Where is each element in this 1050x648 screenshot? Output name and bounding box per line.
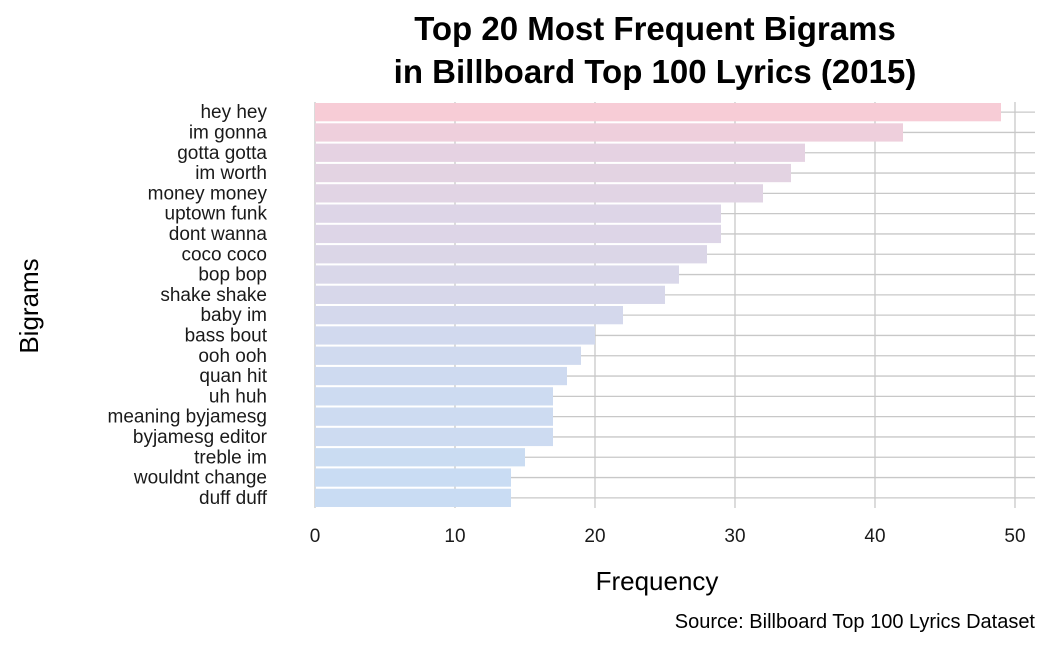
y-tick-label: hey hey [200, 102, 267, 123]
x-tick-label: 30 [724, 526, 745, 547]
chart-caption: Source: Billboard Top 100 Lyrics Dataset [675, 611, 1036, 633]
bar-bass-bout [315, 326, 595, 345]
y-tick-label: uh huh [209, 386, 267, 407]
bar-shake-shake [315, 285, 665, 304]
bar-wouldnt-change [315, 468, 511, 487]
y-tick-label: byjamesg editor [133, 427, 268, 448]
y-tick-label: coco coco [181, 244, 267, 265]
bar-money-money [315, 184, 763, 203]
bar-dont-wanna [315, 224, 721, 244]
y-tick-label: shake shake [160, 285, 267, 306]
y-tick-label: treble im [194, 447, 267, 468]
y-tick-label: duff duff [199, 488, 268, 509]
x-tick-label: 50 [1004, 526, 1025, 547]
y-tick-label: uptown funk [165, 204, 268, 225]
bar-coco-coco [315, 245, 707, 264]
y-tick-label: im worth [195, 163, 267, 184]
bar-im-gonna [315, 123, 903, 142]
x-tick-label: 10 [444, 526, 465, 547]
grid-lines [314, 102, 1035, 508]
bar-im-worth [315, 163, 791, 183]
x-tick-label: 0 [310, 526, 321, 547]
bar-duff-duff [315, 488, 511, 507]
y-tick-label: baby im [200, 305, 267, 326]
bar-baby-im [315, 306, 623, 325]
y-tick-label: gotta gotta [177, 143, 267, 164]
bar-meaning-byjamesg [315, 407, 553, 426]
bar-gotta-gotta [315, 143, 805, 162]
chart-title-line-2: in Billboard Top 100 Lyrics (2015) [393, 53, 917, 90]
y-tick-label: dont wanna [169, 224, 268, 245]
y-axis-title: Bigrams [14, 258, 44, 353]
bar-hey-hey [315, 103, 1001, 122]
x-tick-label: 20 [584, 526, 605, 547]
y-tick-label: wouldnt change [133, 468, 267, 489]
y-tick-label: meaning byjamesg [108, 407, 267, 428]
y-tick-label: ooh ooh [198, 346, 267, 367]
bar-bop-bop [315, 265, 679, 284]
y-tick-label: quan hit [199, 366, 267, 387]
x-tick-label: 40 [864, 526, 885, 547]
bar-quan-hit [315, 366, 567, 386]
chart-title-line-1: Top 20 Most Frequent Bigrams [414, 10, 896, 47]
y-tick-label: im gonna [189, 122, 268, 143]
y-tick-label: money money [148, 183, 268, 204]
y-tick-label: bop bop [198, 265, 267, 286]
x-tick-labels: 0 10 20 30 40 50 [310, 526, 1026, 547]
bar-byjamesg-editor [315, 427, 553, 447]
bar-ooh-ooh [315, 346, 581, 365]
bar-uh-huh [315, 387, 553, 406]
x-axis-title: Frequency [596, 566, 719, 596]
y-tick-label: bass bout [185, 325, 268, 346]
bar-treble-im [315, 448, 525, 467]
bars [315, 103, 1001, 507]
bar-uptown-funk [315, 204, 721, 223]
